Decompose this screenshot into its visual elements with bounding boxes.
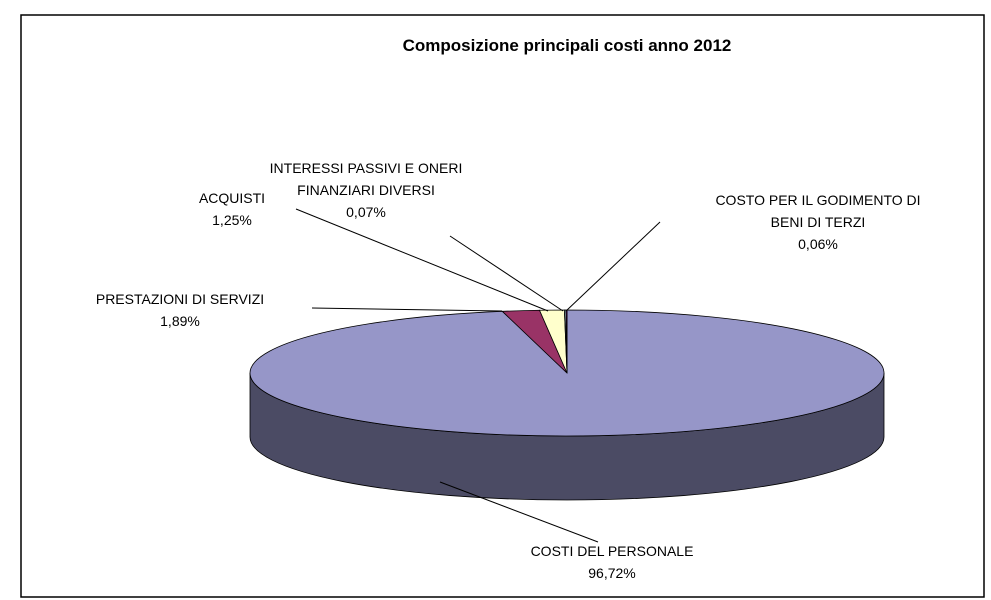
category-label: COSTI DEL PERSONALE (530, 543, 694, 559)
data-label: COSTI DEL PERSONALE 96,72% (531, 540, 694, 584)
leader-line (565, 221, 661, 312)
value-label: 1,25% (212, 212, 252, 228)
leader-line (439, 481, 599, 543)
data-label: COSTO PER IL GODIMENTO DI BENI DI TERZI 0… (703, 189, 933, 255)
data-label: PRESTAZIONI DI SERVIZI 1,89% (96, 288, 264, 332)
data-label: ACQUISTI 1,25% (199, 187, 265, 231)
leader-line (311, 307, 503, 312)
category-label: INTERESSI PASSIVI E ONERI FINANZIARI DIV… (269, 160, 463, 198)
category-label: PRESTAZIONI DI SERVIZI (95, 291, 265, 307)
category-label: COSTO PER IL GODIMENTO DI BENI DI TERZI (715, 192, 921, 230)
leader-line (449, 235, 564, 312)
chart-frame (20, 14, 985, 598)
value-label: 1,89% (160, 313, 200, 329)
value-label: 0,07% (346, 204, 386, 220)
value-label: 0,06% (798, 236, 838, 252)
category-label: ACQUISTI (198, 190, 266, 206)
chart-title: Composizione principali costi anno 2012 (402, 36, 732, 55)
data-label: INTERESSI PASSIVI E ONERI FINANZIARI DIV… (251, 157, 481, 223)
leader-line (295, 208, 549, 312)
value-label: 96,72% (588, 565, 636, 581)
